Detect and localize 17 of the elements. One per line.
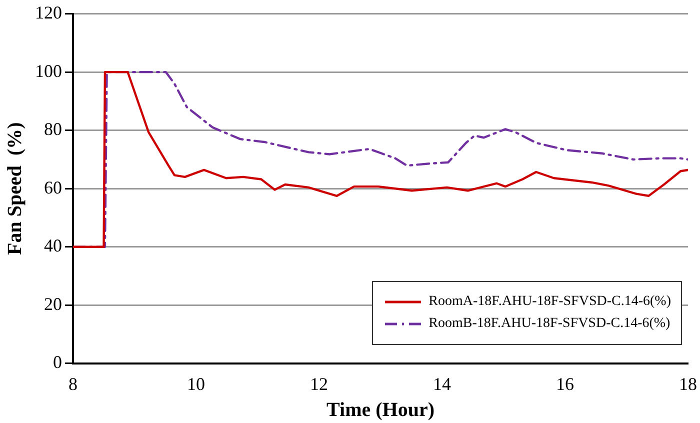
- y-tick-label: 120: [35, 2, 62, 23]
- y-tick-label: 0: [53, 352, 62, 372]
- x-tick-label: 8: [68, 374, 78, 394]
- y-tick-label: 80: [44, 119, 62, 140]
- x-tick-label: 18: [679, 374, 697, 394]
- y-tick-label: 60: [44, 177, 62, 198]
- x-tick-label: 12: [310, 374, 328, 394]
- x-tick-label: 16: [556, 374, 574, 394]
- x-tick-label: 10: [187, 374, 205, 394]
- x-tick-label: 14: [433, 374, 451, 394]
- y-axis-title: Fan Speed (%): [4, 122, 26, 255]
- legend-label: RoomA-18F.AHU-18F-SFVSD-C.14-6(%): [428, 294, 671, 310]
- x-axis-title: Time (Hour): [326, 399, 434, 422]
- y-tick-label: 20: [44, 294, 62, 314]
- y-tick-label: 40: [44, 236, 62, 256]
- y-tick-label: 100: [35, 60, 62, 81]
- legend-label: RoomB-18F.AHU-18F-SFVSD-C.14-6(%): [428, 316, 670, 332]
